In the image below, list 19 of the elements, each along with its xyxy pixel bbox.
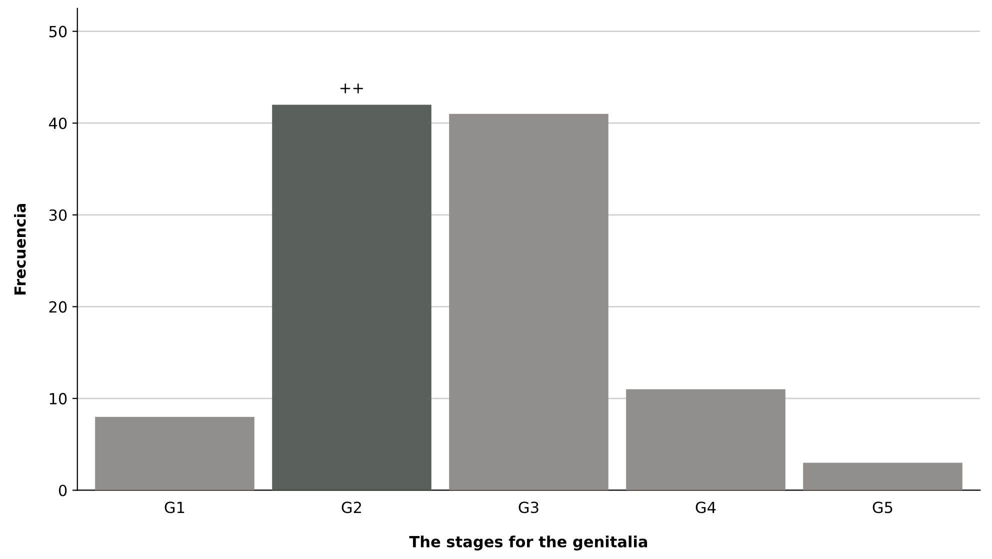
y-tick-label: 0 <box>58 484 67 496</box>
y-tick-label: 20 <box>49 301 67 313</box>
y-tick-label: 10 <box>50 392 67 404</box>
x-tick-label: G5 <box>872 502 892 514</box>
y-tick-label: 40 <box>48 118 67 130</box>
y-tick-label: 50 <box>49 26 67 38</box>
x-tick-label: G3 <box>518 502 538 514</box>
y-tick-label: 30 <box>49 209 67 221</box>
bar <box>803 462 962 490</box>
annotation: ++ <box>340 84 363 94</box>
bar <box>95 416 254 490</box>
x-tick-label: G4 <box>696 502 716 514</box>
bar <box>449 114 608 490</box>
y-axis-title: Frecuencia <box>14 204 26 294</box>
bar <box>272 104 432 490</box>
x-tick-label: G1 <box>164 502 184 514</box>
x-tick-label: G2 <box>342 502 361 514</box>
bar <box>626 389 786 490</box>
x-axis-title: The stages for the genitalia <box>409 536 648 550</box>
